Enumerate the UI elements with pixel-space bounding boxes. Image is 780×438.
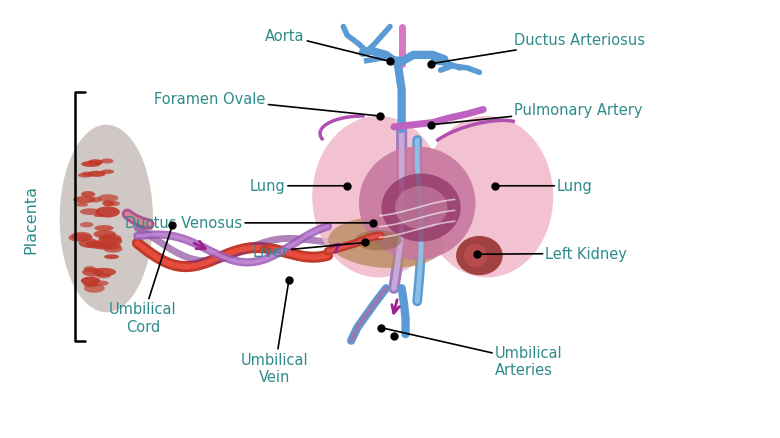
Ellipse shape xyxy=(421,117,553,278)
Ellipse shape xyxy=(95,207,120,218)
Ellipse shape xyxy=(98,195,119,202)
Text: Ductus Venosus: Ductus Venosus xyxy=(126,216,373,231)
Text: Lung: Lung xyxy=(495,179,593,194)
Ellipse shape xyxy=(81,192,95,198)
Ellipse shape xyxy=(79,239,99,248)
Ellipse shape xyxy=(464,244,488,268)
Ellipse shape xyxy=(81,277,100,285)
Ellipse shape xyxy=(73,197,95,204)
Ellipse shape xyxy=(108,201,120,207)
Text: Left Kidney: Left Kidney xyxy=(477,246,627,261)
Ellipse shape xyxy=(88,160,104,166)
Ellipse shape xyxy=(328,217,444,268)
Ellipse shape xyxy=(80,223,94,228)
Ellipse shape xyxy=(84,284,105,293)
Text: Aorta: Aorta xyxy=(265,29,390,62)
Ellipse shape xyxy=(93,241,114,250)
Text: Umbilical
Vein: Umbilical Vein xyxy=(241,280,309,384)
Ellipse shape xyxy=(90,198,101,203)
Text: Lung: Lung xyxy=(250,179,347,194)
Ellipse shape xyxy=(312,117,445,278)
Text: Foramen Ovale: Foramen Ovale xyxy=(154,92,380,117)
Ellipse shape xyxy=(82,268,104,277)
Ellipse shape xyxy=(60,125,153,313)
Ellipse shape xyxy=(76,203,88,207)
Ellipse shape xyxy=(83,281,98,288)
Text: Liver: Liver xyxy=(253,243,365,259)
Ellipse shape xyxy=(102,201,114,207)
Ellipse shape xyxy=(81,172,93,177)
Ellipse shape xyxy=(104,255,119,259)
Ellipse shape xyxy=(96,274,111,279)
Ellipse shape xyxy=(88,281,108,286)
Ellipse shape xyxy=(85,241,108,249)
Ellipse shape xyxy=(92,268,116,277)
Ellipse shape xyxy=(81,162,101,168)
Ellipse shape xyxy=(83,266,96,272)
Ellipse shape xyxy=(94,214,105,218)
Ellipse shape xyxy=(87,171,106,177)
Ellipse shape xyxy=(395,187,447,230)
Text: Placenta: Placenta xyxy=(23,184,38,254)
Ellipse shape xyxy=(71,232,92,241)
Ellipse shape xyxy=(69,234,93,242)
Ellipse shape xyxy=(103,245,122,253)
Text: Ductus Arteriosus: Ductus Arteriosus xyxy=(431,33,645,64)
Ellipse shape xyxy=(101,170,114,174)
Ellipse shape xyxy=(80,209,100,215)
Ellipse shape xyxy=(381,174,461,242)
Ellipse shape xyxy=(359,147,476,260)
Text: Umbilical
Cord: Umbilical Cord xyxy=(109,226,176,334)
Ellipse shape xyxy=(355,231,402,251)
Ellipse shape xyxy=(94,226,114,232)
Text: Umbilical
Arteries: Umbilical Arteries xyxy=(381,328,562,378)
Ellipse shape xyxy=(456,237,502,276)
Ellipse shape xyxy=(78,173,94,178)
Ellipse shape xyxy=(101,159,114,164)
Ellipse shape xyxy=(98,234,122,244)
Ellipse shape xyxy=(101,243,121,251)
Ellipse shape xyxy=(94,230,116,239)
Ellipse shape xyxy=(98,236,122,247)
Text: Pulmonary Artery: Pulmonary Artery xyxy=(431,102,643,125)
